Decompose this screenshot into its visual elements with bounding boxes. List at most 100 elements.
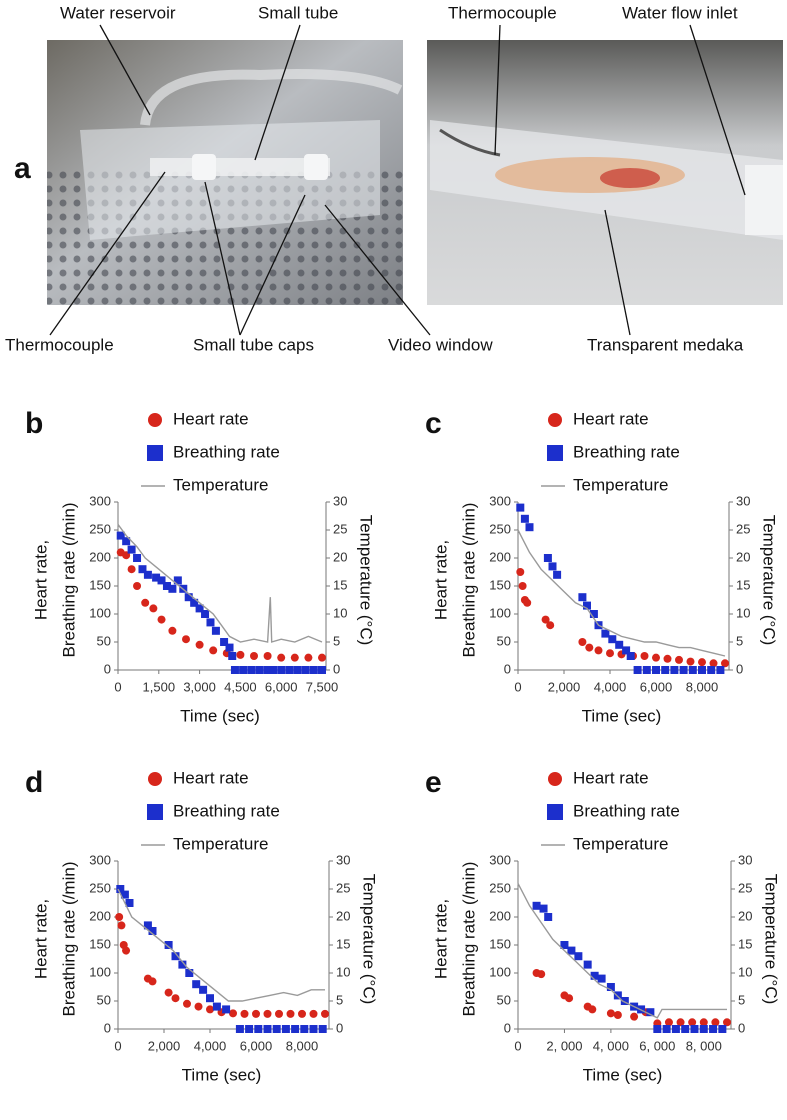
y2-axis-label: Temperature (°C) [760, 515, 779, 646]
breathing-point [157, 576, 166, 585]
heart-point [141, 598, 150, 607]
breathing-point [230, 666, 239, 674]
y2-tick-label: 20 [738, 908, 752, 923]
heart-point [606, 1009, 615, 1018]
photo-label: Thermocouple [5, 335, 114, 354]
heart-point [194, 1002, 203, 1011]
breathing-point [127, 545, 136, 554]
y-axis-label: Breathing rate (/min) [59, 503, 78, 658]
heart-point [275, 1009, 283, 1018]
x-tick-label: 4,000 [594, 679, 627, 694]
breathing-point [622, 646, 631, 655]
breathing-point [589, 610, 598, 618]
breathing-point [301, 666, 310, 674]
breathing-point [125, 899, 134, 907]
heart-point [117, 921, 126, 930]
legend-label: Temperature [573, 475, 668, 494]
temperature-line [117, 523, 323, 643]
y-axis-label: Breathing rate (/min) [459, 862, 478, 1017]
panel-label: c [425, 407, 442, 440]
heart-point [277, 653, 286, 662]
breathing-point [184, 593, 193, 602]
y-tick-label: 150 [89, 577, 111, 592]
legend-swatch [148, 413, 162, 427]
breathing-point [300, 1025, 309, 1033]
y-tick-label: 300 [489, 493, 511, 508]
photo-right [427, 40, 783, 305]
x-tick-label: 0 [114, 679, 121, 694]
legend-swatch [548, 413, 562, 427]
breathing-point [309, 666, 318, 674]
legend-label: Breathing rate [573, 442, 680, 461]
breathing-point [171, 952, 180, 961]
legend-label: Breathing rate [173, 442, 280, 461]
y-tick-label: 200 [489, 549, 511, 564]
panel-label: b [25, 407, 43, 440]
heart-point [321, 1009, 329, 1018]
heart-point [698, 658, 706, 667]
breathing-point [206, 994, 214, 1003]
breathing-point [211, 626, 220, 635]
x-tick-label: 6,000 [640, 679, 673, 694]
x-tick-label: 0 [514, 679, 521, 694]
y2-tick-label: 15 [736, 577, 750, 592]
heart-point [699, 1018, 708, 1027]
breathing-point [309, 1025, 318, 1033]
breathing-point [255, 666, 264, 674]
breathing-point [597, 974, 606, 983]
legend-label: Breathing rate [173, 801, 280, 820]
y-tick-label: 100 [89, 605, 111, 620]
y-tick-label: 250 [89, 880, 111, 895]
breathing-point [653, 1025, 662, 1033]
breathing-point [707, 666, 716, 674]
x-tick-label: 4,500 [224, 679, 257, 694]
y-axis-label: Breathing rate (/min) [459, 503, 478, 658]
heart-point [640, 652, 649, 660]
heart-point [182, 635, 190, 644]
legend-swatch [147, 804, 163, 820]
y-tick-label: 0 [104, 1020, 111, 1035]
heart-point [318, 653, 326, 662]
legend-label: Heart rate [573, 409, 649, 428]
y-tick-label: 250 [89, 521, 111, 536]
photo-left [47, 40, 403, 305]
heart-point [613, 1011, 622, 1019]
breathing-point [709, 1025, 718, 1033]
breathing-point [318, 1025, 327, 1033]
y2-tick-label: 25 [336, 880, 350, 895]
heart-point [209, 646, 218, 655]
breathing-point [574, 952, 583, 961]
heart-point [652, 653, 660, 662]
y-tick-label: 300 [89, 493, 111, 508]
y2-tick-label: 0 [333, 661, 340, 676]
x-tick-label: 0 [514, 1038, 521, 1053]
y-axis-label: Heart rate, [31, 540, 50, 620]
heart-point [309, 1009, 318, 1018]
heart-point [578, 638, 587, 646]
y-tick-label: 50 [497, 633, 511, 648]
breathing-point [178, 960, 187, 969]
y2-tick-label: 15 [336, 936, 350, 951]
y2-tick-label: 10 [736, 605, 750, 620]
x-tick-label: 2, 000 [546, 1038, 582, 1053]
breathing-point [269, 666, 278, 674]
breathing-point [671, 1025, 680, 1033]
breathing-point [220, 638, 229, 646]
breathing-point [228, 652, 237, 660]
x-tick-label: 1,500 [143, 679, 176, 694]
heart-point [686, 657, 695, 666]
heart-point [585, 643, 594, 652]
breathing-point [199, 985, 208, 994]
y-tick-label: 100 [89, 964, 111, 979]
breathing-point [185, 969, 194, 977]
breathing-point [162, 582, 171, 590]
breathing-point [168, 584, 177, 593]
heart-point [286, 1009, 295, 1018]
heart-point [183, 999, 191, 1008]
y-tick-label: 200 [89, 908, 111, 923]
breathing-point [620, 997, 629, 1005]
breathing-point [254, 1025, 263, 1033]
breathing-point [525, 523, 534, 532]
y2-tick-label: 5 [333, 633, 340, 648]
